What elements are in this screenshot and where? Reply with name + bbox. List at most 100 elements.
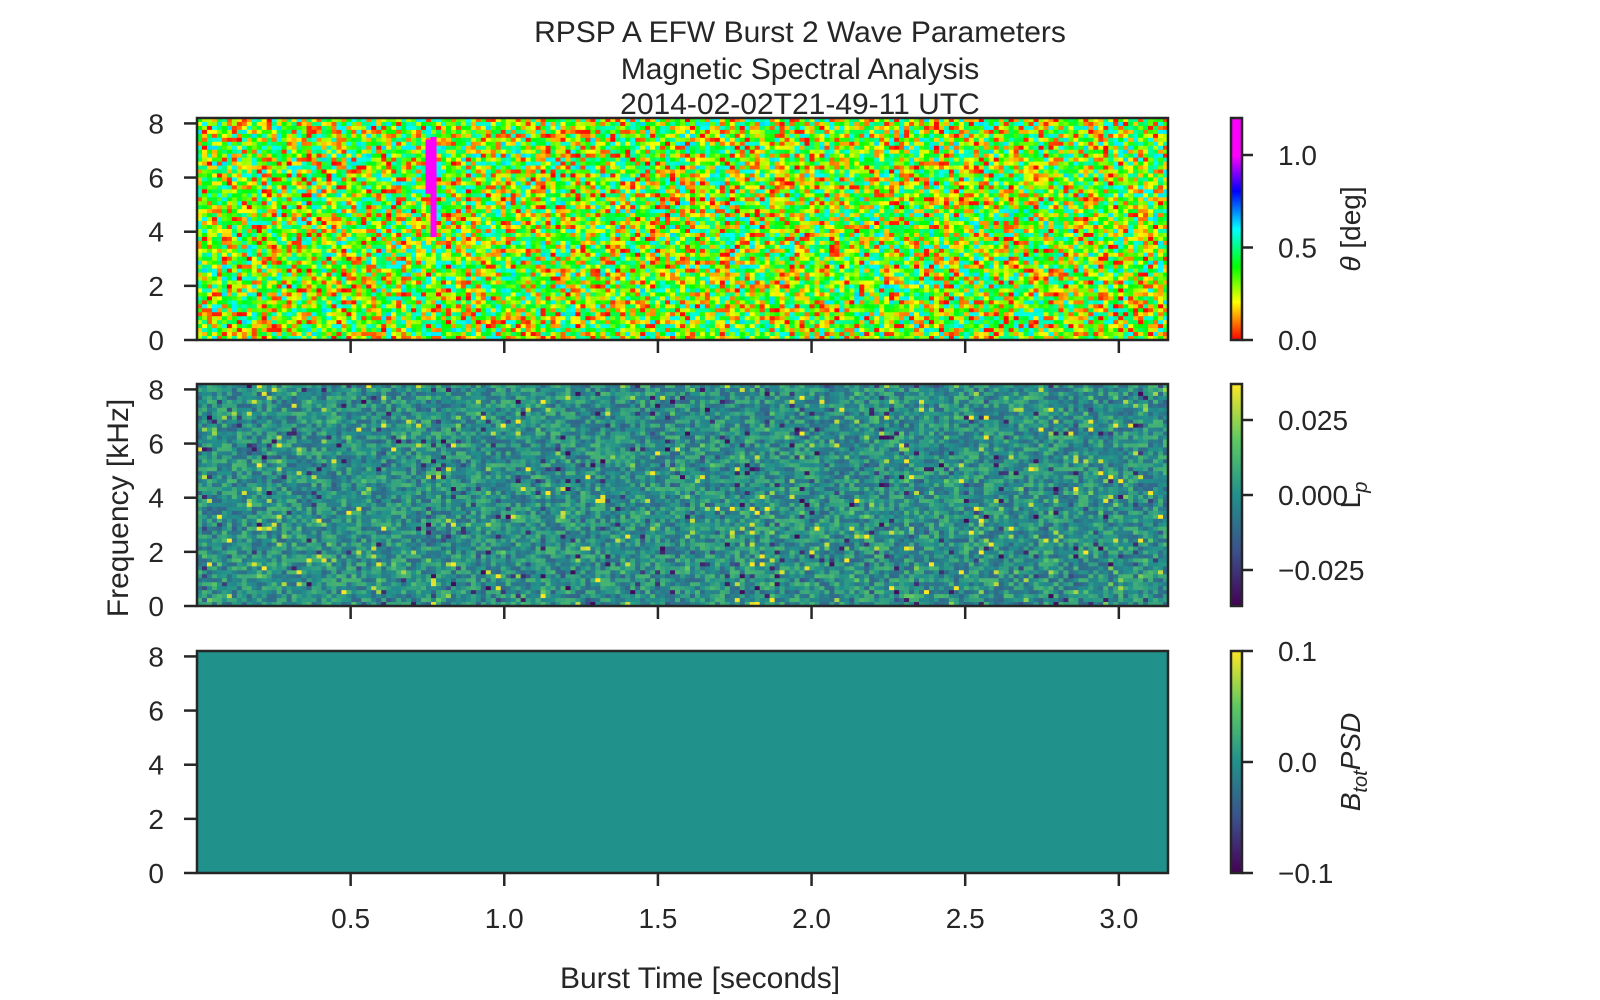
heatmap-cell: [426, 122, 431, 126]
heatmap-cell: [401, 269, 406, 273]
heatmap-cell: [635, 261, 640, 265]
heatmap-cell: [386, 142, 391, 146]
heatmap-cell: [272, 162, 277, 166]
heatmap-cell: [441, 193, 446, 197]
heatmap-cell: [297, 158, 302, 162]
heatmap-cell: [565, 320, 570, 324]
heatmap-cell: [561, 277, 566, 281]
heatmap-cell: [625, 237, 630, 241]
heatmap-cell: [262, 241, 267, 245]
heatmap-cell: [506, 201, 511, 205]
heatmap-cell: [595, 324, 600, 328]
heatmap-cell: [481, 158, 486, 162]
heatmap-cell: [536, 146, 541, 150]
heatmap-cell: [356, 277, 361, 281]
heatmap-cell: [426, 308, 431, 312]
heatmap-cell: [202, 277, 207, 281]
heatmap-cell: [416, 150, 421, 154]
heatmap-cell: [546, 304, 551, 308]
heatmap-cell: [630, 304, 635, 308]
heatmap-cell: [456, 273, 461, 277]
heatmap-cell: [391, 177, 396, 181]
heatmap-cell: [541, 174, 546, 178]
heatmap-cell: [227, 138, 232, 142]
heatmap-cell: [401, 205, 406, 209]
heatmap-cell: [391, 189, 396, 193]
heatmap-cell: [481, 277, 486, 281]
heatmap-cell: [257, 308, 262, 312]
heatmap-cell: [331, 312, 336, 316]
heatmap-cell: [302, 134, 307, 138]
heatmap-cell: [331, 201, 336, 205]
heatmap-cell: [356, 189, 361, 193]
heatmap-cell: [466, 217, 471, 221]
heatmap-cell: [401, 197, 406, 201]
heatmap-cell: [312, 201, 317, 205]
heatmap-cell: [232, 261, 237, 265]
heatmap-cell: [531, 154, 536, 158]
heatmap-cell: [451, 328, 456, 332]
heatmap-cell: [605, 241, 610, 245]
heatmap-cell: [600, 170, 605, 174]
heatmap-cell: [361, 300, 366, 304]
heatmap-cell: [406, 134, 411, 138]
heatmap-cell: [471, 328, 476, 332]
heatmap-cell: [536, 304, 541, 308]
heatmap-cell: [565, 269, 570, 273]
heatmap-cell: [615, 229, 620, 233]
heatmap-cell: [486, 288, 491, 292]
heatmap-cell: [227, 146, 232, 150]
heatmap-cell: [615, 177, 620, 181]
heatmap-cell: [297, 281, 302, 285]
heatmap-cell: [297, 126, 302, 130]
heatmap-cell: [536, 308, 541, 312]
heatmap-cell: [336, 245, 341, 249]
heatmap-cell: [476, 257, 481, 261]
heatmap-cell: [341, 245, 346, 249]
heatmap-cell: [312, 174, 317, 178]
heatmap-cell: [257, 253, 262, 257]
heatmap-cell: [217, 281, 222, 285]
heatmap-cell: [351, 201, 356, 205]
heatmap-cell: [501, 170, 506, 174]
heatmap-cell: [625, 292, 630, 296]
heatmap-cell: [585, 185, 590, 189]
heatmap-cell: [416, 229, 421, 233]
heatmap-cell: [371, 316, 376, 320]
heatmap-cell: [331, 320, 336, 324]
heatmap-cell: [346, 233, 351, 237]
heatmap-cell: [307, 158, 312, 162]
heatmap-cell: [570, 273, 575, 277]
heatmap-cell: [257, 130, 262, 134]
heatmap-cell: [272, 134, 277, 138]
heatmap-cell: [351, 217, 356, 221]
heatmap-cell: [227, 162, 232, 166]
heatmap-cell: [605, 142, 610, 146]
heatmap-cell: [307, 320, 312, 324]
heatmap-cell: [277, 229, 282, 233]
heatmap-cell: [232, 316, 237, 320]
heatmap-cell: [461, 146, 466, 150]
heatmap-cell: [351, 229, 356, 233]
heatmap-cell: [247, 269, 252, 273]
heatmap-cell: [526, 312, 531, 316]
heatmap-cell: [411, 225, 416, 229]
heatmap-cell: [297, 154, 302, 158]
heatmap-cell: [376, 205, 381, 209]
heatmap-cell: [630, 320, 635, 324]
heatmap-cell: [277, 273, 282, 277]
heatmap-cell: [431, 288, 436, 292]
heatmap-cell: [282, 288, 287, 292]
heatmap-cell: [282, 257, 287, 261]
heatmap-cell: [212, 134, 217, 138]
heatmap-cell: [396, 134, 401, 138]
heatmap-cell: [506, 277, 511, 281]
heatmap-cell: [531, 296, 536, 300]
heatmap-cell: [466, 324, 471, 328]
heatmap-cell: [541, 233, 546, 237]
heatmap-cell: [207, 300, 212, 304]
heatmap-cell: [416, 237, 421, 241]
heatmap-cell: [551, 229, 556, 233]
heatmap-cell: [496, 261, 501, 265]
heatmap-cell: [331, 292, 336, 296]
